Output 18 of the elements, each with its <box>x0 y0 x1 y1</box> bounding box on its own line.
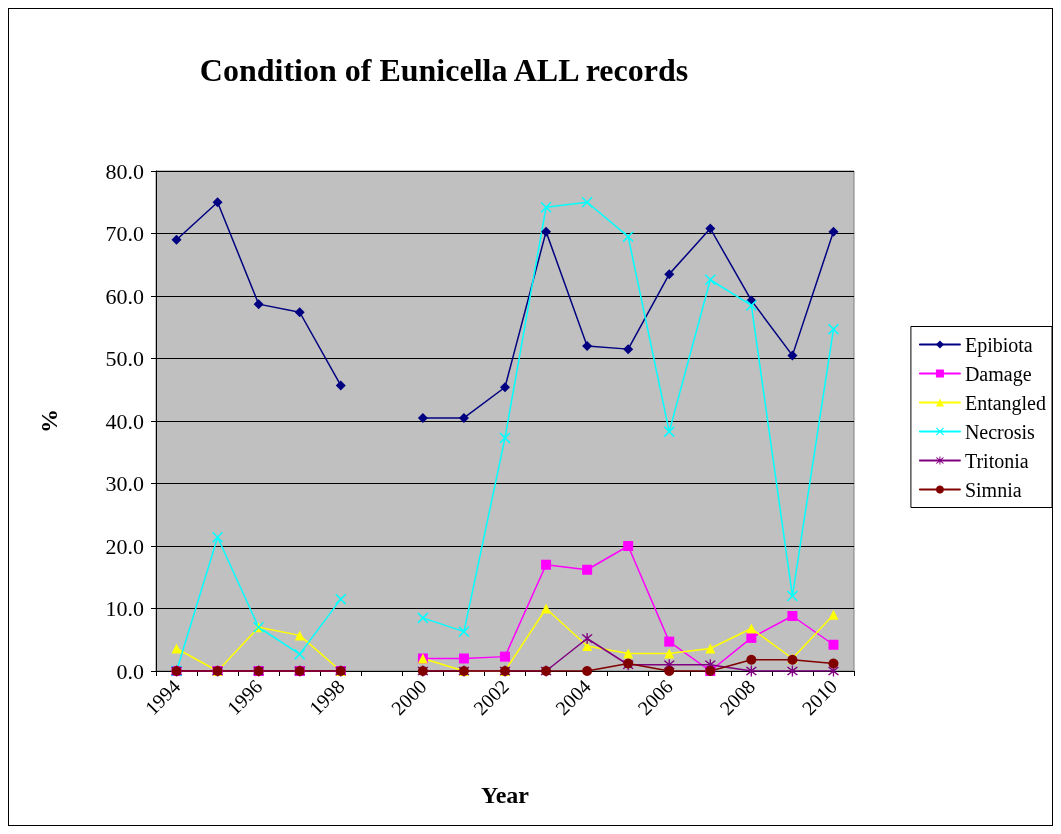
y-tick-label: 40.0 <box>105 408 144 434</box>
legend-label: Epibiota <box>964 333 1033 357</box>
y-tick-label: 80.0 <box>105 158 144 184</box>
y-axis-title: % <box>36 409 62 433</box>
chart-title: Condition of Eunicella ALL records <box>199 52 689 88</box>
y-tick-label: 10.0 <box>105 596 144 621</box>
y-tick-label: 20.0 <box>105 533 144 559</box>
y-tick-label: 60.0 <box>105 283 144 309</box>
legend-label: Tritonia <box>964 449 1029 472</box>
legend-label: Damage <box>964 362 1032 386</box>
y-tick-label: 0.0 <box>116 658 144 684</box>
y-tick-label: 30.0 <box>105 471 144 496</box>
legend-label: Simnia <box>964 478 1022 501</box>
x-axis-title: Year <box>481 782 530 808</box>
y-tick-label: 70.0 <box>105 221 144 246</box>
legend-label: Necrosis <box>964 420 1036 443</box>
legend-label: Entangled <box>964 391 1047 415</box>
y-tick-label: 50.0 <box>105 346 144 371</box>
